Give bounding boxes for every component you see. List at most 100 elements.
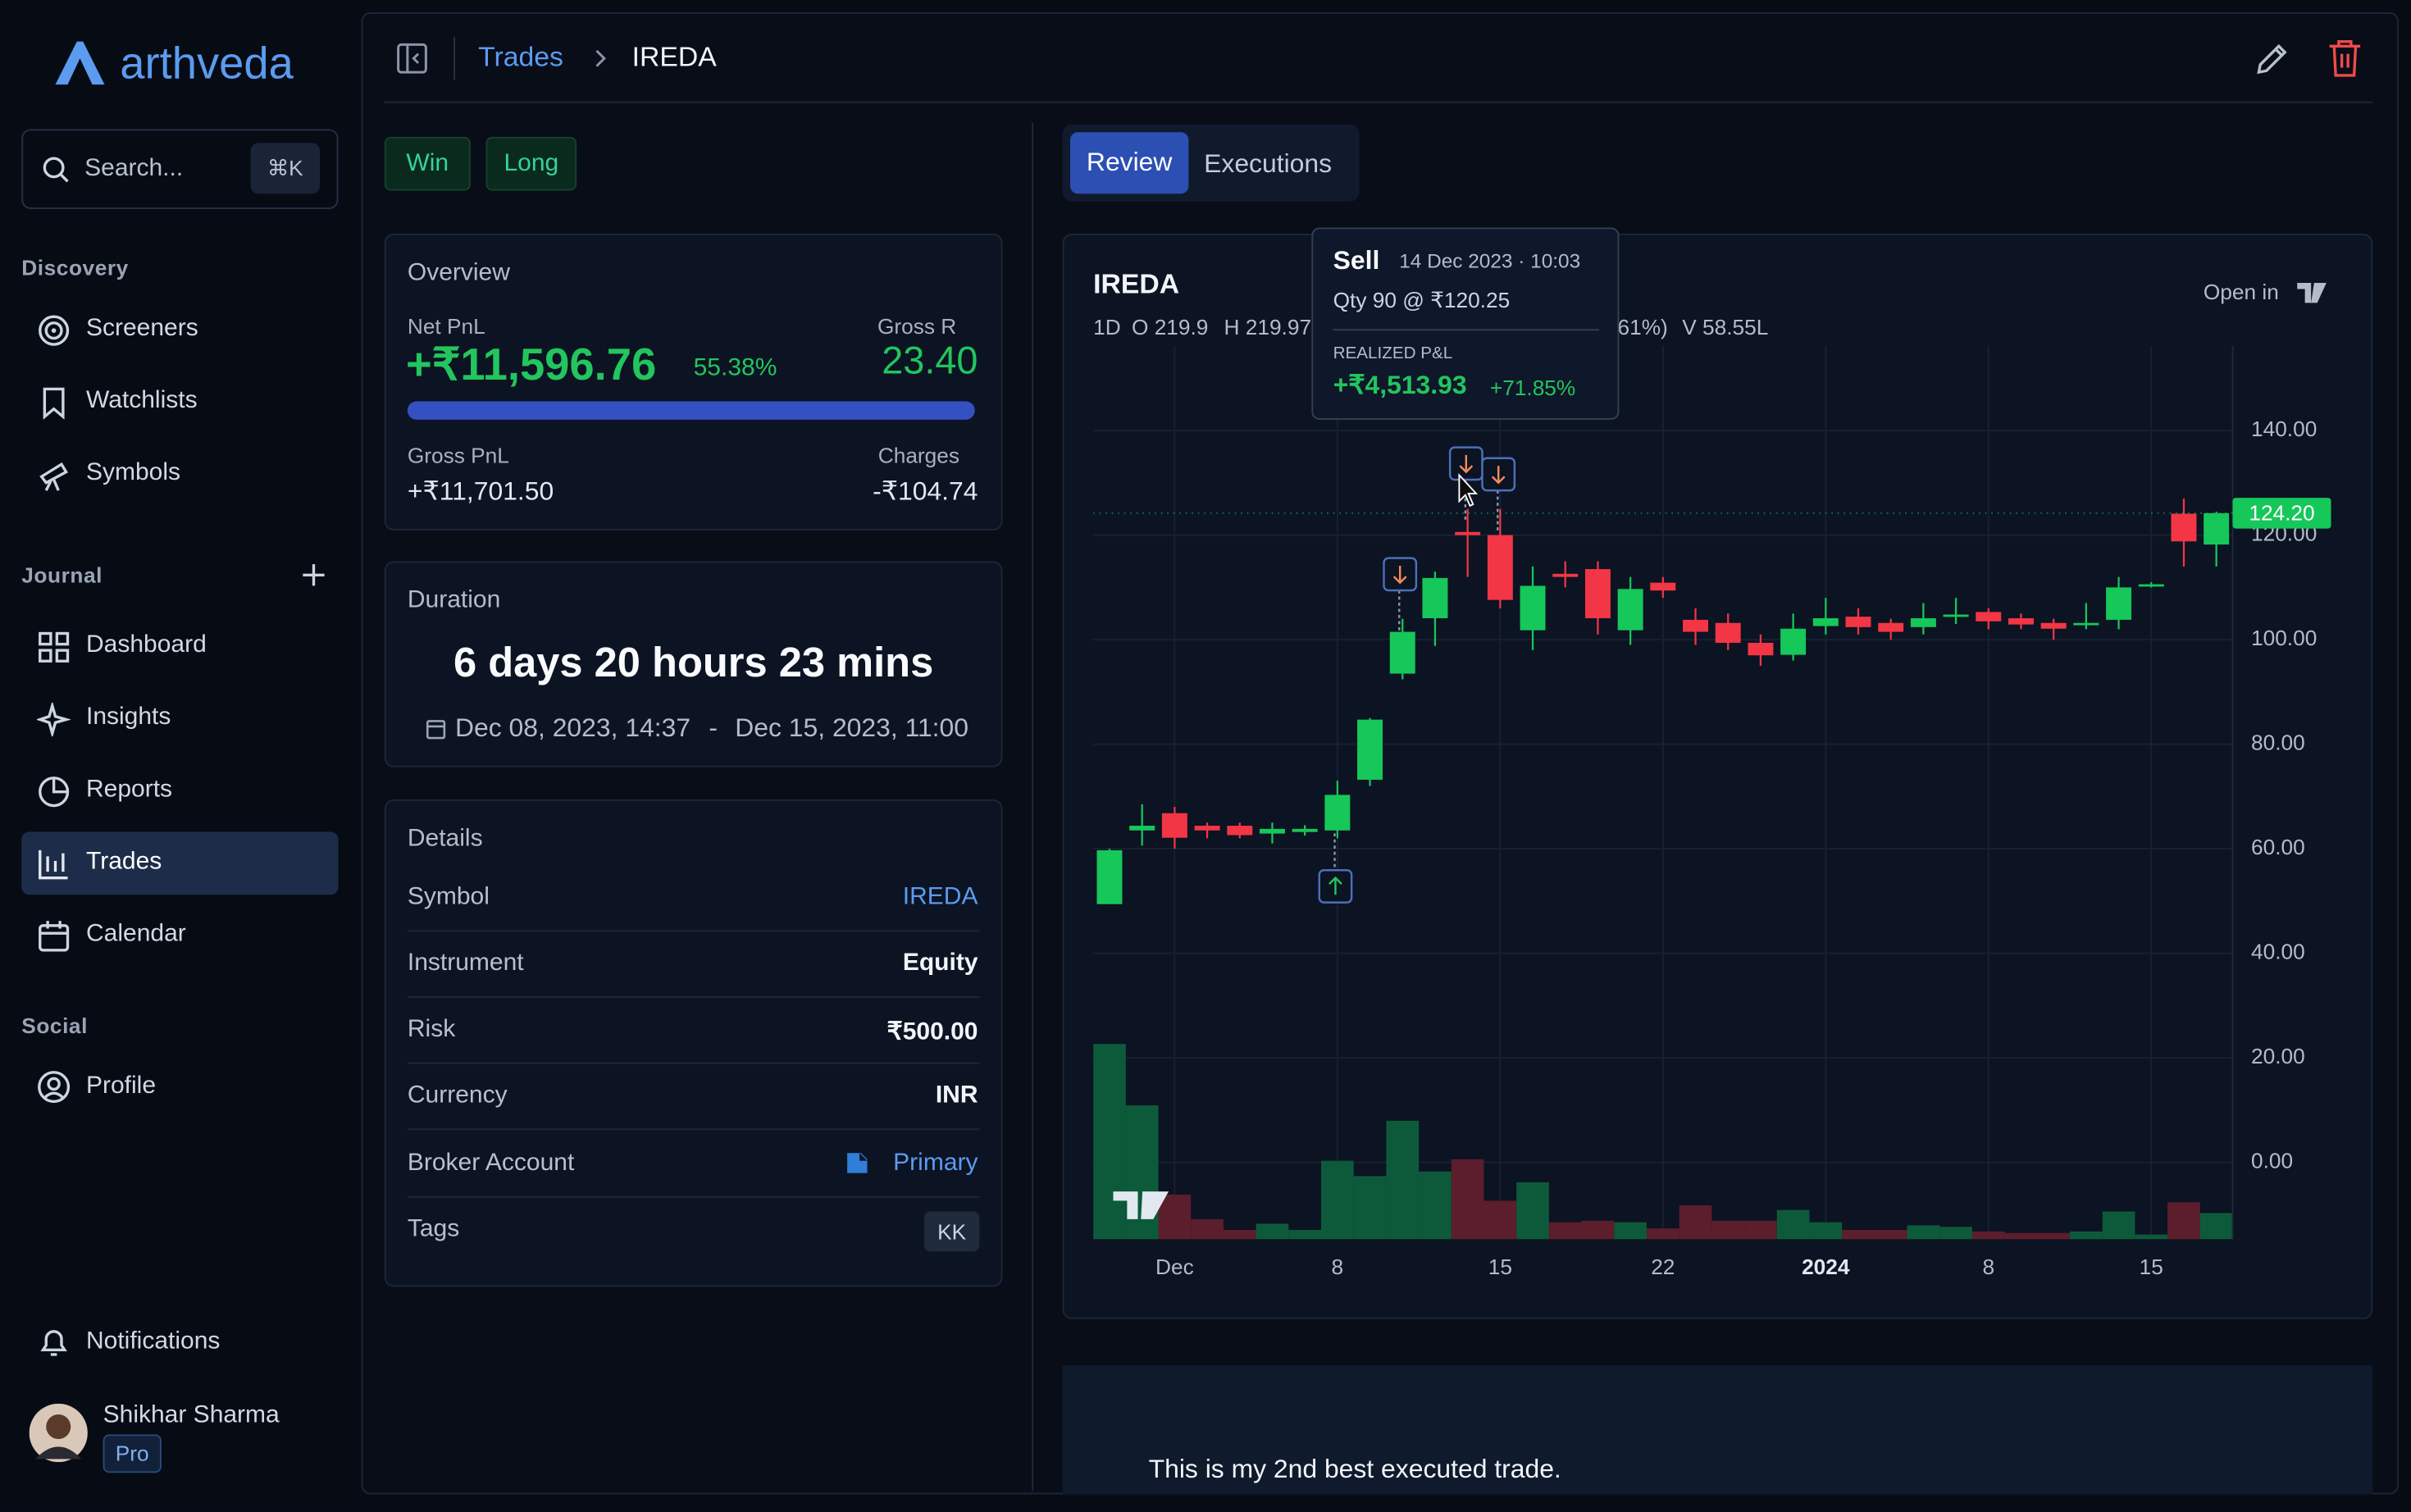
detail-label: Symbol: [407, 884, 490, 910]
watchlists-icon: [43, 387, 65, 420]
nav-item[interactable]: Insights: [86, 704, 171, 731]
nav-item[interactable]: Profile: [86, 1073, 157, 1100]
header-divider: [384, 101, 2373, 103]
volume-bar: [1939, 1227, 1972, 1240]
candle-body: [1584, 569, 1611, 618]
volume-bar: [1842, 1230, 1875, 1240]
symbols-icon: [39, 462, 68, 491]
x-tick-label: 15: [1488, 1255, 1512, 1279]
tooltip-qty: Qty 90 @ ₹120.25: [1333, 287, 1511, 312]
nav-item[interactable]: Symbols: [86, 459, 181, 486]
delete-button[interactable]: [2327, 39, 2363, 79]
active-nav-bg: [21, 831, 339, 895]
tag: KK: [923, 1211, 980, 1252]
tradingview-logo: [2297, 283, 2327, 303]
volume-bar: [1971, 1231, 2005, 1240]
breadcrumb-link[interactable]: Trades: [478, 41, 563, 73]
card-title: Duration: [407, 587, 501, 614]
y-tick-label: 20.00: [2251, 1044, 2305, 1068]
nav-item[interactable]: Calendar: [86, 921, 186, 947]
detail-value: ₹500.00: [886, 1019, 978, 1045]
insights-icon: [37, 702, 71, 737]
candle-body: [1292, 828, 1318, 832]
x-tick-label: 8: [1982, 1255, 1994, 1279]
bell-icon: [40, 1330, 67, 1356]
volume-bar: [1256, 1223, 1289, 1240]
badge: Long: [485, 136, 577, 191]
candle-body: [1455, 531, 1481, 535]
detail-value[interactable]: IREDA: [902, 884, 978, 910]
candle-body: [2138, 584, 2164, 587]
nav-item-active[interactable]: Trades: [86, 849, 162, 875]
start-date: Dec 08, 2023, 14:37: [455, 713, 691, 743]
charges: -₹104.74: [873, 476, 978, 506]
detail-label: Risk: [407, 1016, 456, 1043]
ohlc-legend: O 219.9: [1132, 315, 1208, 339]
logo-icon: [55, 41, 105, 85]
progress-bar: [407, 401, 975, 420]
add-button[interactable]: [302, 562, 326, 587]
y-tick-label: 60.00: [2251, 835, 2305, 859]
ohlc-legend: H 219.97: [1224, 315, 1312, 339]
search-placeholder: Search...: [84, 155, 184, 182]
candle-body: [1976, 612, 2002, 622]
volume-bar: [1776, 1209, 1810, 1240]
plan-badge: Pro: [103, 1434, 162, 1473]
open-in[interactable]: Open in: [2204, 280, 2279, 304]
section-title: Discovery: [21, 255, 129, 280]
tab-active[interactable]: Review: [1070, 132, 1189, 194]
x-tick-label: 22: [1651, 1255, 1675, 1279]
tooltip-pnl: +₹4,513.93: [1333, 370, 1467, 400]
end-date: Dec 15, 2023, 11:00: [735, 713, 969, 743]
sidebar-toggle[interactable]: [397, 43, 428, 75]
candle-body: [2073, 622, 2099, 626]
candle-body: [2106, 587, 2132, 620]
detail-value: INR: [935, 1082, 978, 1109]
candle-body: [1324, 795, 1351, 831]
volume-bar: [1874, 1230, 1907, 1240]
detail-value[interactable]: Primary: [893, 1150, 978, 1177]
y-tick-label: 40.00: [2251, 940, 2305, 964]
label: Gross PnL: [407, 443, 509, 467]
nav-item[interactable]: Watchlists: [86, 387, 198, 414]
x-tick-label: 8: [1332, 1255, 1344, 1279]
row-divider: [407, 930, 980, 932]
detail-label: Currency: [407, 1082, 508, 1109]
x-tick-label: 15: [2140, 1255, 2163, 1279]
volume-bar: [1386, 1120, 1420, 1240]
section-title: Social: [21, 1013, 88, 1038]
detail-value: Equity: [902, 950, 978, 977]
row-divider: [407, 1128, 980, 1131]
breadcrumb-chevron: [595, 49, 606, 67]
detail-label: Broker Account: [407, 1150, 575, 1177]
shortcut-key: ⌘K: [250, 143, 320, 194]
search-icon: [43, 157, 69, 183]
search-box[interactable]: [21, 129, 339, 209]
nav-item[interactable]: Reports: [86, 776, 173, 803]
avatar[interactable]: [29, 1403, 88, 1463]
candle-body: [1520, 585, 1546, 631]
detail-label: Instrument: [407, 950, 524, 977]
nav-item[interactable]: Dashboard: [86, 631, 207, 658]
volume-bar: [1581, 1220, 1615, 1240]
breadcrumb-current: IREDA: [631, 41, 717, 73]
notifications[interactable]: Notifications: [86, 1328, 221, 1355]
candle-body: [1683, 619, 1708, 632]
edit-button[interactable]: [2254, 40, 2291, 77]
nav-item[interactable]: Screeners: [86, 315, 198, 342]
candle-body: [1357, 719, 1383, 780]
volume-bar: [1484, 1200, 1517, 1240]
candle-body: [1780, 628, 1807, 655]
tooltip-time: 14 Dec 2023 · 10:03: [1399, 248, 1581, 272]
volume-bar: [1158, 1194, 1192, 1240]
candle-body: [1943, 614, 1969, 617]
chart-card: [1062, 234, 2373, 1319]
detail-label: Tags: [407, 1216, 460, 1242]
tab[interactable]: Executions: [1204, 148, 1333, 179]
chart-title: IREDA: [1093, 269, 1179, 300]
date-separator: -: [709, 713, 718, 743]
candle-body: [1715, 622, 1741, 643]
candle-body: [1259, 828, 1285, 834]
brand: arthveda: [120, 39, 294, 89]
volume-bar: [2199, 1213, 2233, 1240]
